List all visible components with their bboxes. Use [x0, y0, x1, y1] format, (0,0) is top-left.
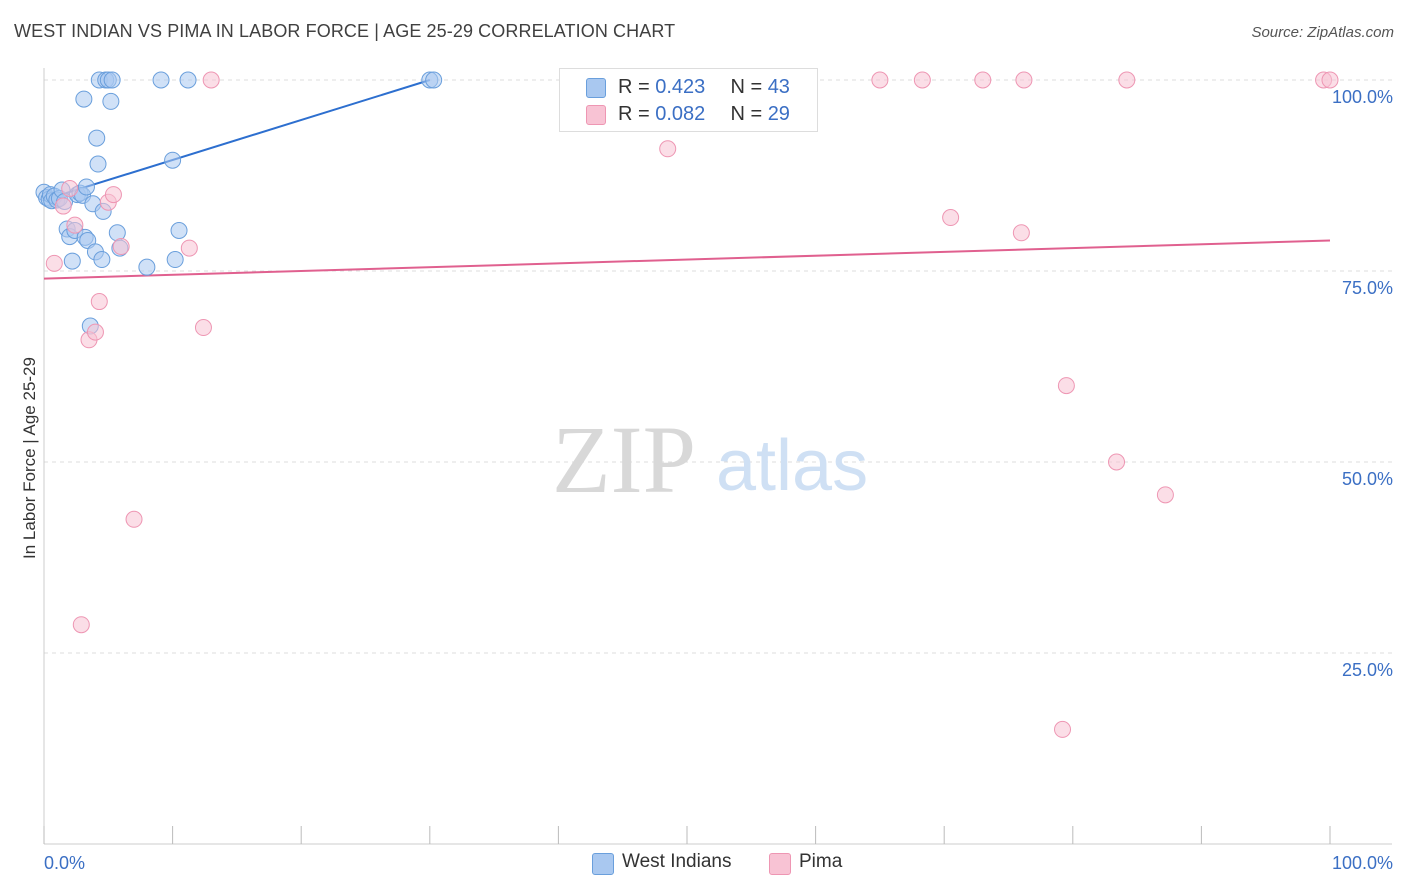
west-indians-point — [63, 252, 81, 270]
west-indians-point — [89, 155, 107, 173]
west-indians-point — [75, 90, 93, 108]
pima-point — [1054, 720, 1072, 738]
pima-point — [194, 319, 212, 337]
chart-title: WEST INDIAN VS PIMA IN LABOR FORCE | AGE… — [14, 21, 676, 41]
y-tick-label: 25.0% — [1342, 660, 1393, 680]
axes — [43, 68, 1392, 845]
west-indians-point — [425, 71, 443, 89]
legend-swatch-pima — [586, 105, 606, 125]
west-indians-point — [103, 71, 121, 89]
source-credit: Source: ZipAtlas.com — [1251, 24, 1394, 41]
legend-r-value: 0.082 — [655, 103, 706, 125]
legend-n-value: 29 — [767, 103, 790, 125]
west-indians-point — [166, 251, 184, 269]
pima-point — [1118, 71, 1136, 89]
pima-point — [112, 238, 130, 256]
legend-r-label: R = — [618, 76, 650, 98]
tick-labels: 25.0% 50.0% 75.0% 100.0% 0.0% 100.0% — [44, 87, 1393, 873]
legend-n-value: 43 — [767, 76, 790, 98]
legend-label-west-indians: West Indians — [622, 851, 732, 872]
pima-point — [90, 293, 108, 311]
pima-point — [659, 140, 677, 158]
west-indians-point — [152, 71, 170, 89]
pima-point — [45, 254, 63, 272]
legend-n-label: N = — [730, 76, 763, 98]
pima-point — [104, 186, 122, 204]
pima-point — [180, 239, 198, 257]
legend-swatch-west-indians — [592, 853, 614, 875]
west-indians-point — [179, 71, 197, 89]
pima-point — [913, 71, 931, 89]
pima-point — [1057, 377, 1075, 395]
west-indians-point — [102, 92, 120, 110]
pima-point — [86, 323, 104, 341]
pima-point — [1156, 486, 1174, 504]
pima-point — [66, 216, 84, 234]
correlation-legend: R = 0.423 N = 43 R = 0.082 N = 29 — [559, 68, 818, 132]
pima-point — [942, 209, 960, 227]
y-tick-label: 75.0% — [1342, 278, 1393, 298]
pima-point — [72, 616, 90, 634]
pima-point — [1012, 224, 1030, 242]
x-tick-label: 0.0% — [44, 853, 85, 873]
west-indians-trend-line — [43, 79, 431, 201]
pima-point — [61, 179, 79, 197]
x-tick-label: 100.0% — [1332, 853, 1393, 873]
gridlines — [44, 79, 1392, 654]
west-indians-point — [93, 251, 111, 269]
legend-r-label: R = — [618, 103, 650, 125]
legend-row-pima: R = 0.082 N = 29 — [618, 103, 790, 127]
west-indians-point — [88, 129, 106, 147]
pima-points — [45, 71, 1339, 738]
trend-lines — [43, 79, 1331, 280]
legend-swatch-pima — [769, 853, 791, 875]
y-tick-label: 100.0% — [1332, 87, 1393, 107]
legend-label-pima: Pima — [799, 851, 843, 872]
pima-point — [202, 71, 220, 89]
west-indians-point — [77, 178, 95, 196]
legend-n-label: N = — [730, 103, 763, 125]
legend-row-west-indians: R = 0.423 N = 43 — [618, 76, 790, 100]
y-tick-label: 50.0% — [1342, 469, 1393, 489]
pima-point — [871, 71, 889, 89]
watermark-zip: ZIP — [552, 406, 696, 513]
pima-point — [1015, 71, 1033, 89]
watermark-atlas: atlas — [716, 426, 868, 506]
pima-trend-line — [43, 239, 1331, 280]
pima-point — [974, 71, 992, 89]
pima-point — [54, 197, 72, 215]
legend-r-value: 0.423 — [655, 76, 706, 98]
pima-point — [125, 510, 143, 528]
west-indians-point — [138, 258, 156, 276]
pima-point — [1108, 453, 1126, 471]
pima-point — [1321, 71, 1339, 89]
west-indians-point — [170, 222, 188, 240]
legend-swatch-west-indians — [586, 78, 606, 98]
watermark: ZIP atlas — [552, 406, 868, 513]
west-indians-point — [164, 151, 182, 169]
